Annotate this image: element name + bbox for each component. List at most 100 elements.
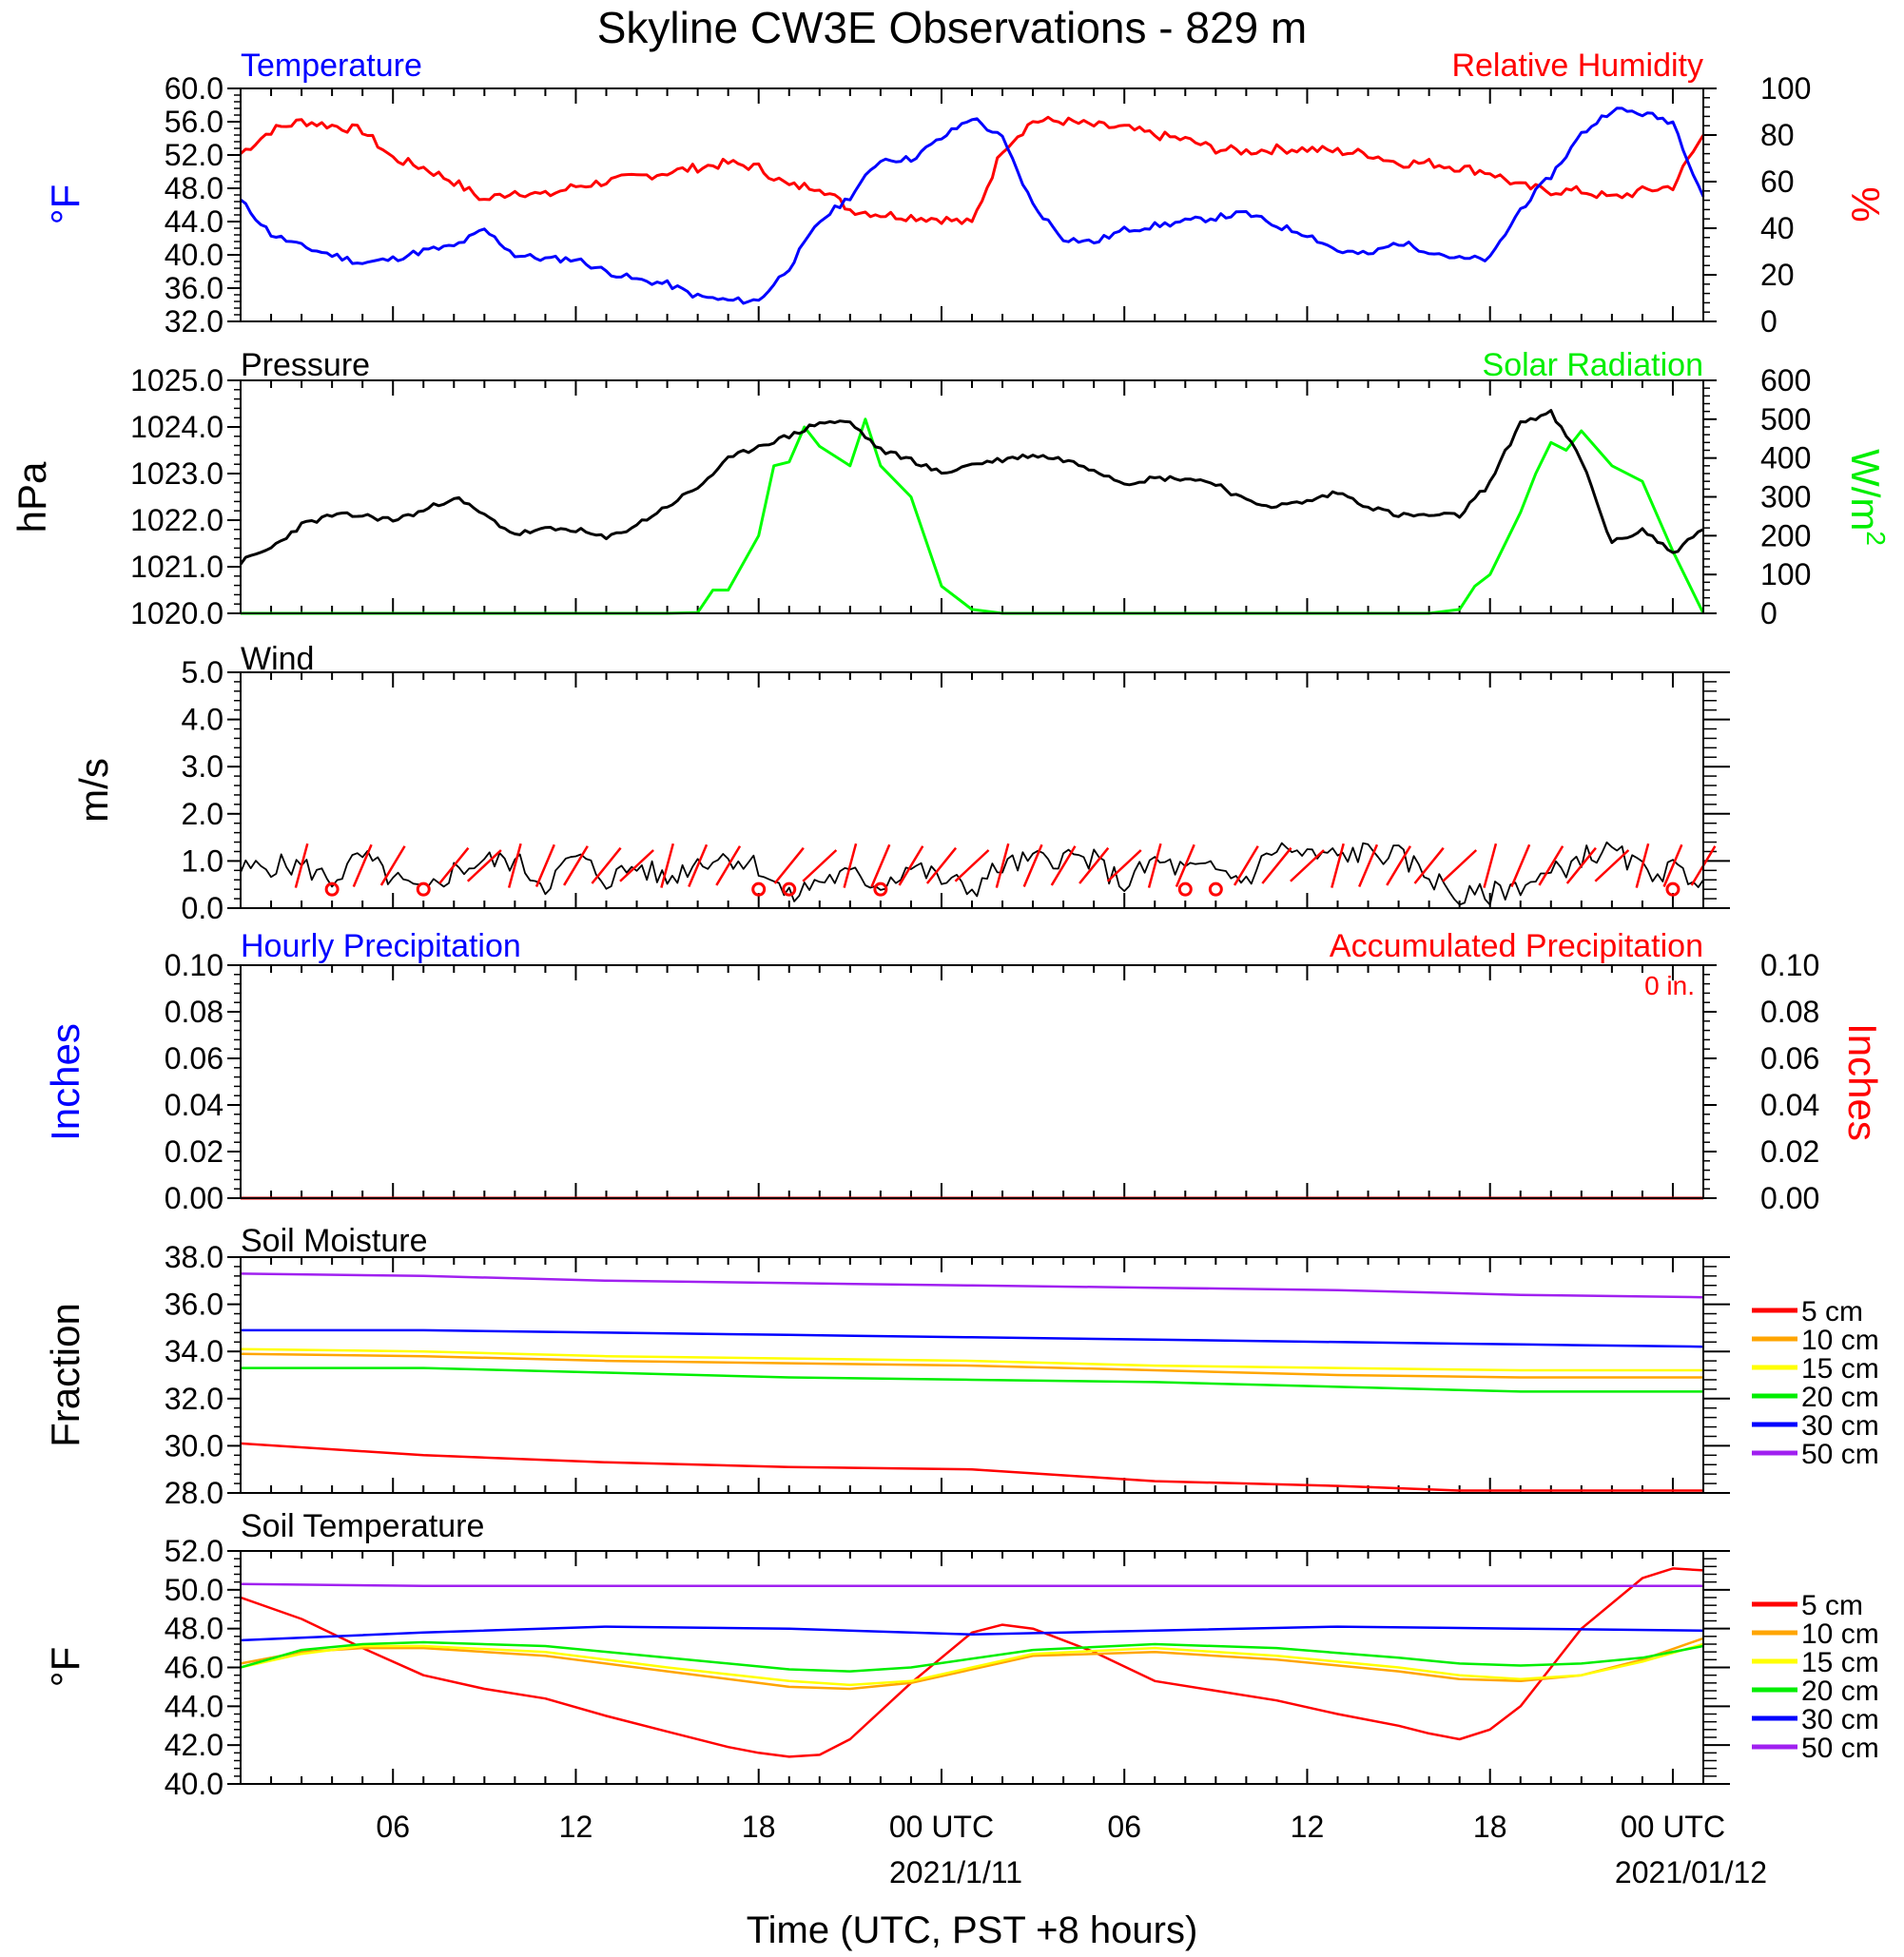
wind-panel: Wind 5.0 4.0 3.0 2.0 1.0 0.0 m/s — [71, 641, 1730, 925]
y-tick-label-right: 0.00 — [1760, 1181, 1819, 1215]
wind-barb — [352, 843, 373, 887]
wind-barb — [843, 843, 858, 888]
soil-line-5cm — [240, 1567, 1704, 1758]
y-tick-label-left: 32.0 — [165, 1382, 223, 1416]
pressure-title: Pressure — [241, 347, 370, 383]
y-tick-label-right: 600 — [1760, 363, 1811, 397]
wind-barb — [954, 849, 990, 882]
wind-barb — [802, 849, 838, 882]
soil-line-10cm — [240, 1637, 1704, 1691]
y-tick-label-left: 52.0 — [165, 1534, 223, 1568]
y-tick-label-left: 1020.0 — [130, 596, 223, 630]
y-tick-label-left: 28.0 — [165, 1476, 223, 1510]
x-tick-label: 06 — [1107, 1810, 1141, 1844]
wind-barb — [1538, 845, 1564, 886]
calm-circle — [1177, 882, 1193, 897]
wind-barb — [619, 849, 654, 882]
y-tick-label-left: 4.0 — [182, 703, 223, 737]
wind-barb — [438, 846, 470, 884]
y-tick-label-left: 5.0 — [182, 655, 223, 689]
y-tick-label-right: 0.04 — [1760, 1088, 1819, 1122]
wind-barb — [294, 843, 309, 888]
accum-precip-axis-unit: Inches — [1840, 1023, 1885, 1141]
date-label-1: 2021/1/11 — [889, 1855, 1022, 1889]
calm-circle — [1665, 882, 1681, 897]
x-tick-label: 18 — [1473, 1810, 1507, 1844]
wind-barb — [1290, 849, 1325, 882]
soil-line-15cm — [240, 1642, 1704, 1687]
wind-barb — [379, 845, 406, 886]
wind-barb — [1106, 849, 1142, 882]
y-tick-label-left: 38.0 — [165, 1240, 223, 1274]
wind-barb — [1261, 846, 1292, 884]
soil-line-50cm — [240, 1582, 1703, 1588]
y-tick-label-left: 1.0 — [182, 843, 223, 878]
y-tick-label-left: 1025.0 — [130, 363, 223, 397]
wind-barb — [688, 843, 709, 887]
y-tick-label-right: 0.02 — [1760, 1134, 1819, 1169]
legend-label: 20 cm — [1801, 1676, 1879, 1707]
y-tick-label-left: 1023.0 — [130, 456, 223, 491]
wind-barb — [1594, 849, 1630, 882]
x-tick-label: 18 — [742, 1810, 776, 1844]
y-tick-label-left: 36.0 — [165, 271, 223, 305]
figure-title: Skyline CW3E Observations - 829 m — [597, 3, 1308, 52]
date-label-2: 2021/01/12 — [1615, 1855, 1767, 1889]
y-tick-label-right: 0 — [1760, 304, 1778, 339]
soil-moisture-axis-unit: Fraction — [43, 1303, 87, 1447]
wind-barb — [1662, 843, 1683, 887]
y-tick-label-right: 100 — [1760, 557, 1811, 591]
y-tick-label-left: 52.0 — [165, 138, 223, 172]
legend-label: 5 cm — [1801, 1590, 1863, 1621]
wind-barb — [1386, 845, 1412, 886]
solar-line — [241, 417, 1705, 615]
y-tick-label-left: 0.06 — [165, 1041, 223, 1075]
soil-line-30cm — [241, 1328, 1704, 1348]
pressure-line — [239, 409, 1704, 566]
wind-barb — [1442, 849, 1478, 882]
wind-barb — [773, 846, 805, 884]
soil-temp-axis-unit: °F — [43, 1647, 87, 1687]
soil-line-15cm — [240, 1347, 1703, 1372]
legend-label: 15 cm — [1801, 1647, 1879, 1678]
y-tick-label-left: 2.0 — [182, 797, 223, 831]
temp-rh-panel: Temperature Relative Humidity 60.056.052… — [43, 48, 1888, 339]
wind-title: Wind — [241, 641, 314, 677]
wind-barb — [898, 845, 924, 886]
y-tick-label-left: 50.0 — [165, 1573, 223, 1607]
calm-circle — [416, 882, 431, 897]
y-tick-label-right: 500 — [1760, 402, 1811, 436]
soil-moisture-frame — [240, 1256, 1704, 1494]
legend-label: 30 cm — [1801, 1410, 1879, 1442]
soil-temp-frame — [240, 1550, 1704, 1785]
y-tick-label-left: 1024.0 — [130, 410, 223, 444]
pressure-solar-panel: Pressure Solar Radiation 1025.0 1024.0 102… — [10, 347, 1891, 630]
y-tick-label-left: 60.0 — [165, 71, 223, 106]
y-tick-label-left: 44.0 — [165, 204, 223, 239]
y-tick-label-right: 60 — [1760, 165, 1795, 199]
wind-barb — [507, 843, 522, 888]
hourly-precip-axis-unit: Inches — [43, 1023, 87, 1141]
soil-line-5cm — [240, 1442, 1703, 1492]
humidity-axis-unit: % — [1843, 186, 1888, 222]
y-tick-label-right: 400 — [1760, 441, 1811, 475]
wind-barb — [466, 849, 502, 882]
y-tick-label-left: 48.0 — [165, 1612, 223, 1646]
y-tick-label-left: 56.0 — [165, 105, 223, 139]
calm-circle — [751, 882, 767, 897]
y-tick-label-right: 0 — [1760, 596, 1778, 630]
calm-circle — [324, 882, 340, 897]
y-tick-label-left: 0.0 — [182, 891, 223, 925]
calm-circle — [782, 882, 797, 897]
x-tick-label: 12 — [1291, 1810, 1325, 1844]
x-axis-title: Time (UTC, PST +8 hours) — [747, 1909, 1198, 1951]
accum-precip-title: Accumulated Precipitation — [1330, 928, 1703, 964]
wind-barb — [1358, 843, 1379, 887]
soil-line-10cm — [240, 1352, 1703, 1379]
wind-barb — [1175, 843, 1195, 887]
legend-label: 10 cm — [1801, 1618, 1879, 1650]
y-tick-label-right: 40 — [1760, 211, 1795, 245]
humidity-line — [239, 115, 1705, 225]
solar-title: Solar Radiation — [1483, 347, 1703, 383]
